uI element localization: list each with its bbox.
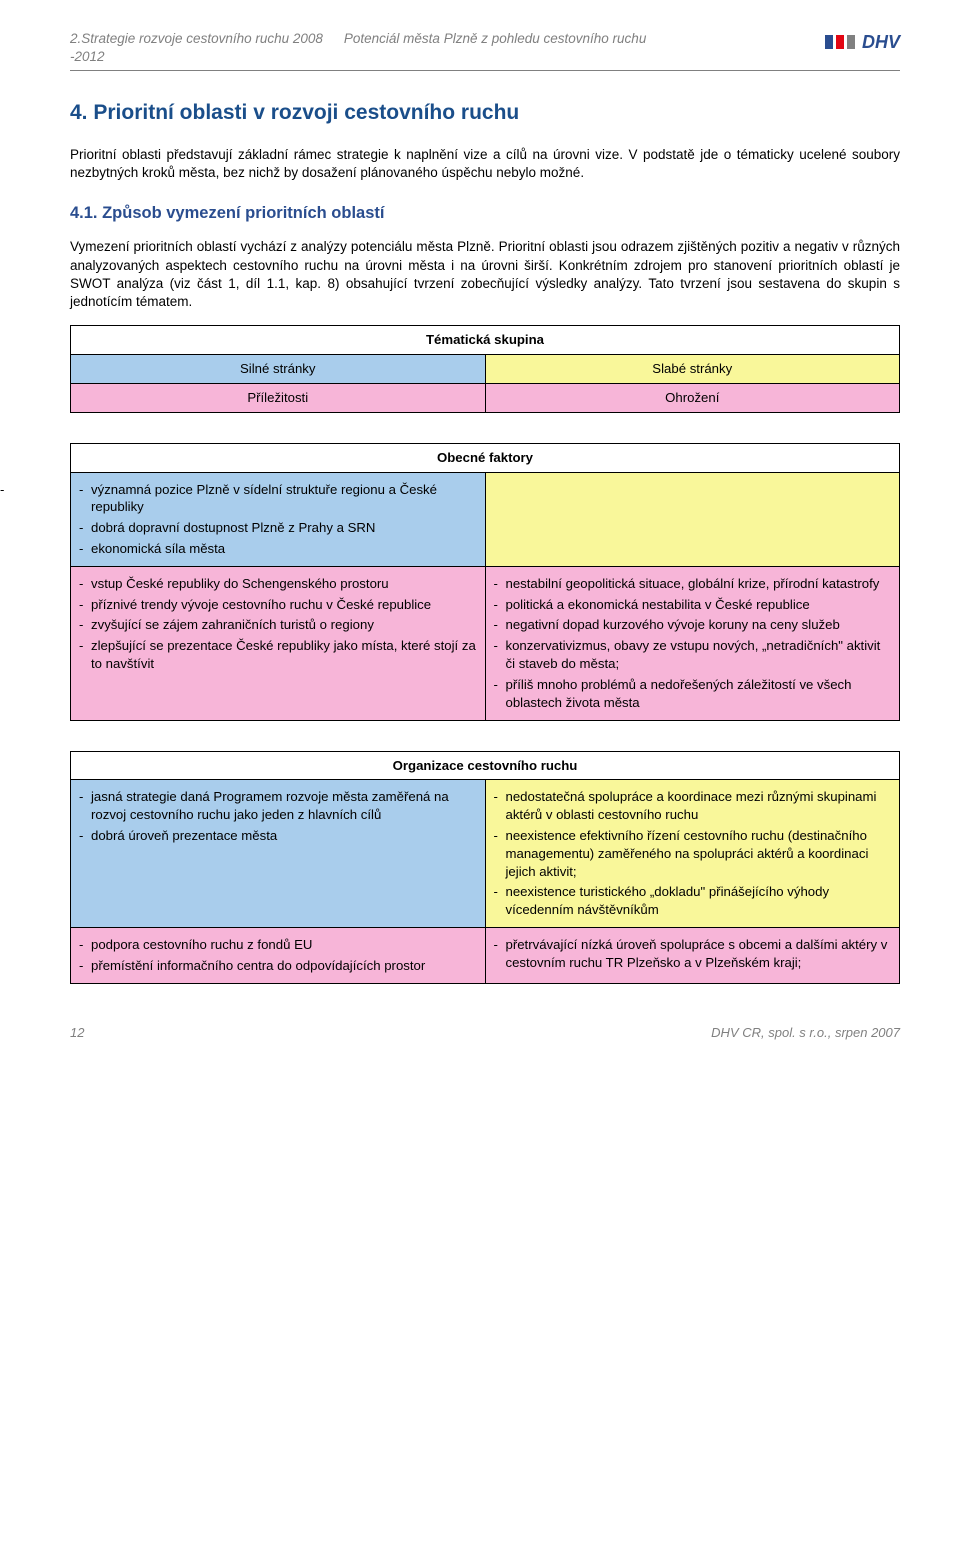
header-logo: DHV [759, 30, 900, 54]
group2-theme: Organizace cestovního ruchu [71, 751, 900, 780]
group1-weak-cell [485, 472, 900, 566]
group1-opp-cell: vstup České republiky do Schengenského p… [71, 566, 486, 720]
logo-bar-icon [836, 35, 844, 49]
list-item: dobrá dopravní dostupnost Plzně z Prahy … [79, 519, 477, 537]
group2-thr-cell: přetrvávající nízká úroveň spolupráce s … [485, 928, 900, 984]
list-item: přetrvávající nízká úroveň spolupráce s … [494, 936, 892, 972]
group2-opp-cell: podpora cestovního ruchu z fondů EU přemí… [71, 928, 486, 984]
list-item: nedostatečná spolupráce a koordinace mez… [494, 788, 892, 824]
group2-weak-list: nedostatečná spolupráce a koordinace mez… [494, 788, 892, 919]
document-page: 2.Strategie rozvoje cestovního ruchu 200… [0, 0, 960, 1071]
logo-bar-icon [825, 35, 833, 49]
list-item: neexistence efektivního řízení cestovníh… [494, 827, 892, 880]
group2-strong-cell: jasná strategie daná Programem rozvoje m… [71, 780, 486, 928]
intro-paragraph: Prioritní oblasti představují základní r… [70, 146, 900, 182]
swot-table-organization: Organizace cestovního ruchu jasná strate… [70, 751, 900, 984]
header-mid: Potenciál města Plzně z pohledu cestovní… [344, 30, 759, 48]
legend-threats: Ohrožení [485, 383, 900, 412]
page-header: 2.Strategie rozvoje cestovního ruchu 200… [70, 30, 900, 71]
group2-opp-list: podpora cestovního ruchu z fondů EU přemí… [79, 936, 477, 975]
method-paragraph: Vymezení prioritních oblastí vychází z a… [70, 238, 900, 311]
swot-legend-table: Tématická skupina Silné stránky Slabé st… [70, 325, 900, 412]
swot-table-general: Obecné faktory významná pozice Plzně v s… [70, 443, 900, 721]
group2-thr-list: přetrvávající nízká úroveň spolupráce s … [494, 936, 892, 972]
legend-opportunities: Příležitosti [71, 383, 486, 412]
list-item: nestabilní geopolitická situace, globáln… [494, 575, 892, 593]
list-item: negativní dopad kurzového vývoje koruny … [494, 616, 892, 634]
list-item: příznivé trendy vývoje cestovního ruchu … [79, 596, 477, 614]
section-title: 4. Prioritní oblasti v rozvoji cestovníh… [70, 99, 900, 127]
list-item: neexistence turistického „dokladu" přiná… [494, 883, 892, 919]
group1-strong-list: významná pozice Plzně v sídelní struktuř… [79, 481, 477, 558]
list-item: politická a ekonomická nestabilita v Čes… [494, 596, 892, 614]
group1-theme: Obecné faktory [71, 443, 900, 472]
group1-strong-cell: významná pozice Plzně v sídelní struktuř… [71, 472, 486, 566]
group1-thr-cell: nestabilní geopolitická situace, globáln… [485, 566, 900, 720]
group2-weak-cell: nedostatečná spolupráce a koordinace mez… [485, 780, 900, 928]
list-item: přemístění informačního centra do odpoví… [79, 957, 477, 975]
group2-strong-list: jasná strategie daná Programem rozvoje m… [79, 788, 477, 844]
logo-text: DHV [862, 30, 900, 54]
list-item: dobrá úroveň prezentace města [79, 827, 477, 845]
legend-strong: Silné stránky [71, 355, 486, 384]
list-item: jasná strategie daná Programem rozvoje m… [79, 788, 477, 824]
group1-opp-list: vstup České republiky do Schengenského p… [79, 575, 477, 673]
footer-right: DHV CR, spol. s r.o., srpen 2007 [711, 1024, 900, 1042]
legend-weak: Slabé stránky [485, 355, 900, 384]
list-item: zlepšující se prezentace České republiky… [79, 637, 477, 673]
dhv-logo: DHV [825, 30, 900, 54]
header-left: 2.Strategie rozvoje cestovního ruchu 200… [70, 30, 344, 66]
group1-thr-list: nestabilní geopolitická situace, globáln… [494, 575, 892, 712]
list-item: ekonomická síla města [79, 540, 477, 558]
subsection-title: 4.1. Způsob vymezení prioritních oblastí [70, 202, 900, 224]
list-item: konzervativizmus, obavy ze vstupu nových… [494, 637, 892, 673]
list-item: významná pozice Plzně v sídelní struktuř… [79, 481, 477, 517]
page-number: 12 [70, 1024, 84, 1042]
list-item: příliš mnoho problémů a nedořešených zál… [494, 676, 892, 712]
logo-bar-icon [847, 35, 855, 49]
list-item: zvyšující se zájem zahraničních turistů … [79, 616, 477, 634]
page-footer: 12 DHV CR, spol. s r.o., srpen 2007 [70, 1024, 900, 1042]
list-item: vstup České republiky do Schengenského p… [79, 575, 477, 593]
legend-theme-header: Tématická skupina [71, 326, 900, 355]
list-item: podpora cestovního ruchu z fondů EU [79, 936, 477, 954]
